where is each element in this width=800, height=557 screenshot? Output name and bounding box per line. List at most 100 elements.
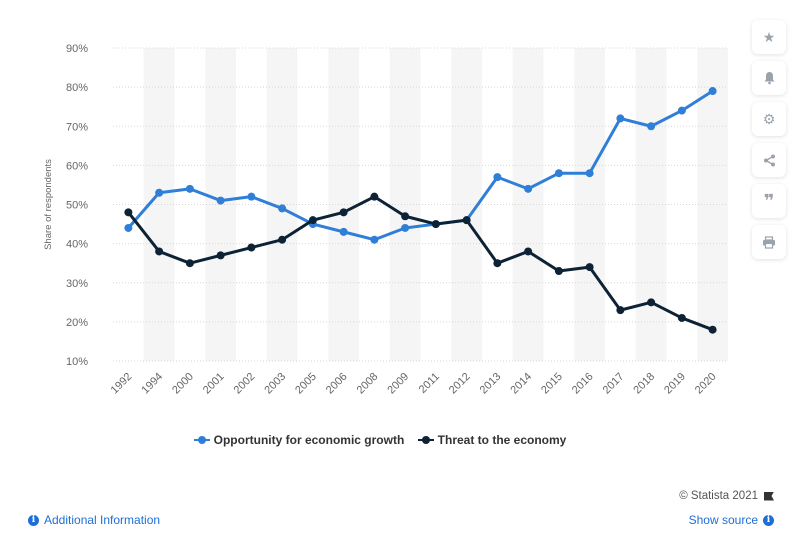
x-tick-label: 2018 [631,371,657,397]
column-band [512,48,544,361]
x-tick-label: 2008 [355,371,381,397]
share-icon [763,154,775,166]
data-point-0 [278,204,287,213]
y-tick-label: 20% [66,317,88,329]
x-tick-label: 2014 [508,371,534,397]
y-tick-label: 50% [66,200,88,212]
quote-icon: ❞ [763,190,775,211]
data-point-0 [493,173,502,182]
series-line-0 [127,89,714,242]
data-point-1 [401,212,410,221]
data-point-0 [401,223,410,232]
data-point-1 [585,263,594,272]
x-tick-label: 2009 [385,371,411,397]
data-point-0 [677,106,686,115]
cite-button[interactable]: ❞ [752,184,786,218]
y-tick-label: 80% [66,82,88,94]
data-point-0 [339,227,348,236]
column-band [635,48,667,361]
data-point-1 [155,247,164,256]
x-tick-label: 2019 [662,371,688,397]
data-point-1 [247,243,256,252]
data-point-0 [216,196,225,205]
x-tick-label: 2015 [539,371,565,397]
x-tick-label: 2005 [293,371,319,397]
additional-information-label: Additional Information [44,513,161,527]
legend-item-opportunity[interactable]: Opportunity for economic growth [193,433,405,447]
data-point-1 [216,251,225,260]
chart-legend: Opportunity for economic growth Threat t… [0,430,760,447]
data-point-0 [647,122,656,131]
y-tick-label: 30% [66,278,88,290]
data-point-0 [247,192,256,201]
star-icon: ★ [762,28,776,45]
x-tick-label: 1994 [139,371,165,397]
credit-text: © Statista 2021 [679,490,758,502]
x-tick-label: 2011 [417,371,442,396]
y-tick-label: 90% [66,43,88,55]
y-tick-label: 60% [66,160,88,172]
data-point-0 [708,87,717,96]
series-line-1 [127,195,714,332]
info-icon: i [763,514,774,526]
print-icon [763,235,775,249]
data-point-1 [185,259,194,268]
data-point-0 [616,114,625,123]
print-button[interactable] [752,225,786,259]
data-point-1 [647,298,656,307]
data-point-0 [124,223,133,232]
data-point-0 [370,235,379,244]
x-tick-label: 2020 [693,371,719,397]
data-point-0 [185,184,194,193]
gear-icon: ⚙ [762,110,776,127]
data-point-1 [493,259,502,268]
statista-credit[interactable]: © Statista 2021 [679,490,774,502]
data-point-0 [554,169,563,178]
data-point-1 [431,220,440,229]
x-tick-label: 1992 [109,371,135,397]
x-tick-label: 2016 [570,371,596,397]
x-tick-label: 2000 [170,371,196,397]
settings-button[interactable]: ⚙ [752,102,786,136]
x-tick-label: 2006 [324,371,350,397]
data-point-1 [339,208,348,217]
legend-label-threat: Threat to the economy [437,433,567,447]
bookmark-button[interactable]: ★ [752,20,786,54]
column-band [389,48,421,361]
x-tick-label: 2013 [478,371,504,397]
info-icon: i [28,514,39,526]
show-source-link[interactable]: Show source i [689,513,774,527]
data-point-1 [278,235,287,244]
data-point-1 [462,216,471,225]
y-tick-label: 40% [66,239,88,251]
legend-item-threat[interactable]: Threat to the economy [417,433,567,447]
data-point-1 [708,325,717,334]
data-point-1 [524,247,533,256]
x-tick-label: 2017 [601,371,627,397]
x-tick-label: 2002 [232,371,258,397]
data-point-0 [524,184,533,193]
x-tick-label: 2012 [447,371,473,397]
share-button[interactable] [752,143,786,177]
y-axis-label: Share of respondents [43,159,54,250]
data-point-1 [616,306,625,315]
bell-icon [764,72,774,85]
data-point-1 [370,192,379,201]
legend-label-opportunity: Opportunity for economic growth [213,433,405,447]
line-chart: 10%20%30%40%50%60%70%80%90%1992 1994 2000 2… [43,43,728,397]
legend-swatch-threat [417,436,434,444]
data-point-1 [124,208,133,217]
data-point-0 [585,169,594,178]
data-point-0 [155,188,164,197]
x-tick-label: 2003 [262,371,288,397]
data-point-1 [554,267,563,276]
side-toolbar: ★ ⚙ ❞ [752,20,786,266]
additional-information-link[interactable]: i Additional Information [28,513,160,527]
y-tick-label: 10% [66,356,88,368]
data-point-1 [677,313,686,322]
legend-swatch-opportunity [193,436,210,444]
data-point-1 [308,216,317,225]
x-tick-label: 2001 [201,371,227,397]
notification-button[interactable] [752,61,786,95]
